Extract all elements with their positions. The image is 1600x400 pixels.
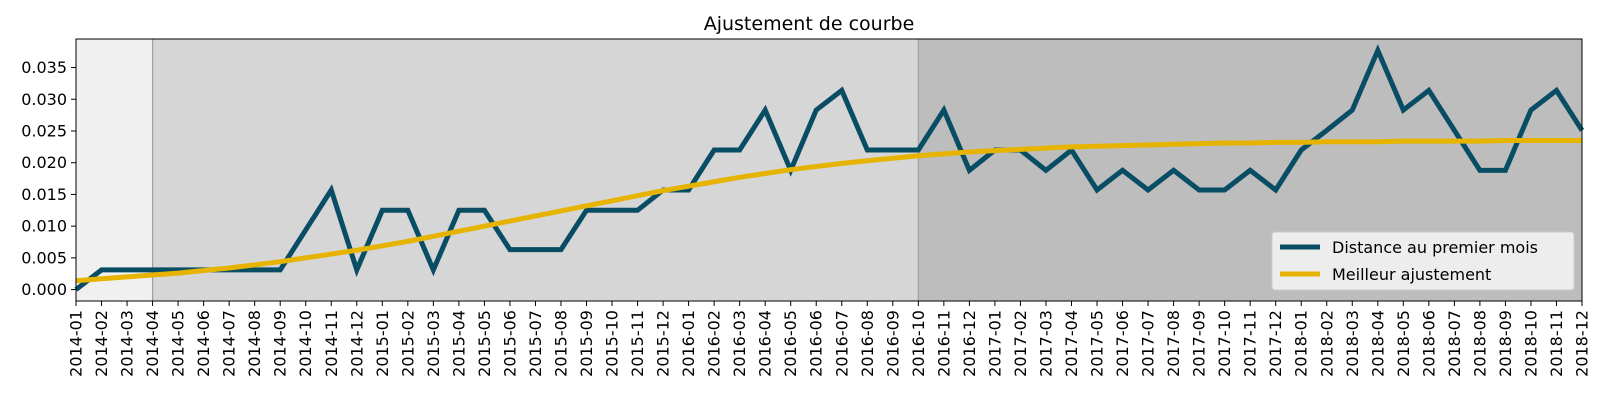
x-tick-label: 2018-01	[1292, 310, 1311, 377]
x-tick-label: 2014-12	[347, 310, 366, 377]
x-tick-label: 2014-09	[271, 310, 290, 377]
x-tick-label: 2018-10	[1521, 310, 1540, 377]
y-tick-label: 0.010	[21, 217, 67, 236]
legend-label-2: Meilleur ajustement	[1332, 265, 1491, 284]
x-tick-label: 2016-02	[705, 310, 724, 377]
y-tick-label: 0.000	[21, 280, 67, 299]
x-tick-label: 2015-02	[398, 310, 417, 377]
x-tick-label: 2014-10	[296, 310, 315, 377]
x-tick-label: 2016-06	[807, 310, 826, 377]
x-tick-label: 2015-07	[526, 310, 545, 377]
y-tick-label: 0.015	[21, 185, 67, 204]
x-tick-label: 2015-03	[424, 310, 443, 377]
x-tick-label: 2017-04	[1062, 310, 1081, 377]
x-tick-label: 2016-12	[960, 310, 979, 377]
x-tick-label: 2018-05	[1394, 310, 1413, 377]
shaded-region-1	[76, 39, 153, 301]
x-tick-label: 2015-05	[475, 310, 494, 377]
x-tick-label: 2015-04	[449, 310, 468, 377]
x-tick-label: 2016-01	[679, 310, 698, 377]
chart-title: Ajustement de courbe	[704, 13, 915, 35]
x-tick-label: 2017-09	[1190, 310, 1209, 377]
x-tick-label: 2014-01	[67, 310, 86, 377]
x-tick-label: 2016-05	[781, 310, 800, 377]
x-tick-label: 2016-10	[909, 310, 928, 377]
x-tick-label: 2015-08	[551, 310, 570, 377]
x-tick-label: 2014-07	[220, 310, 239, 377]
y-tick-label: 0.005	[21, 248, 67, 267]
x-tick-label: 2018-03	[1343, 310, 1362, 377]
x-tick-label: 2017-08	[1164, 310, 1183, 377]
legend-label-1: Distance au premier mois	[1332, 238, 1538, 257]
x-tick-label: 2016-09	[883, 310, 902, 377]
y-tick-label: 0.035	[21, 58, 67, 77]
x-tick-label: 2014-03	[118, 310, 137, 377]
y-axis: 0.000 0.005 0.010 0.015 0.020 0.025 0.030 0.035	[21, 58, 76, 299]
x-tick-label: 2018-02	[1317, 310, 1336, 377]
x-tick-label: 2016-03	[730, 310, 749, 377]
x-tick-label: 2014-02	[92, 310, 111, 377]
x-tick-label: 2016-11	[934, 310, 953, 377]
x-tick-label: 2016-08	[858, 310, 877, 377]
x-tick-label: 2015-10	[603, 310, 622, 377]
x-tick-label: 2018-04	[1368, 310, 1387, 377]
plot-frame	[75, 38, 1583, 302]
y-tick-label: 0.025	[21, 121, 67, 140]
x-tick-label: 2017-12	[1266, 310, 1285, 377]
x-tick-label: 2018-08	[1470, 310, 1489, 377]
x-tick-label: 2016-04	[756, 310, 775, 377]
x-tick-label: 2018-11	[1547, 310, 1566, 377]
x-tick-label: 2018-09	[1496, 310, 1515, 377]
x-axis: 2014-01 2014-02 2014-03 2014-04 2014-05 2014-…	[67, 301, 1592, 377]
x-tick-label: 2015-01	[373, 310, 392, 377]
x-tick-label: 2014-11	[322, 310, 341, 377]
x-tick-label: 2014-05	[169, 310, 188, 377]
x-tick-label: 2015-09	[577, 310, 596, 377]
x-tick-label: 2015-11	[628, 310, 647, 377]
x-tick-label: 2014-04	[143, 310, 162, 377]
x-tick-label: 2018-12	[1573, 310, 1592, 377]
y-tick-label: 0.030	[21, 90, 67, 109]
x-tick-label: 2017-11	[1241, 310, 1260, 377]
x-tick-label: 2014-06	[194, 310, 213, 377]
x-tick-label: 2017-07	[1139, 310, 1158, 377]
x-tick-label: 2017-10	[1215, 310, 1234, 377]
legend: Distance au premier mois Meilleur ajustem…	[1271, 231, 1575, 291]
series-line-1	[74, 44, 1585, 292]
x-tick-label: 2015-12	[654, 310, 673, 377]
x-tick-label: 2017-03	[1036, 310, 1055, 377]
x-tick-label: 2017-01	[985, 310, 1004, 377]
x-tick-label: 2018-06	[1419, 310, 1438, 377]
series-line-2	[75, 138, 1582, 284]
x-tick-label: 2018-07	[1445, 310, 1464, 377]
x-tick-label: 2017-05	[1088, 310, 1107, 377]
series-layer	[74, 44, 1585, 292]
y-tick-label: 0.020	[21, 153, 67, 172]
x-tick-label: 2017-06	[1113, 310, 1132, 377]
legend-box	[1271, 231, 1575, 291]
x-tick-label: 2017-02	[1011, 310, 1030, 377]
x-tick-label: 2014-08	[245, 310, 264, 377]
x-tick-label: 2016-07	[832, 310, 851, 377]
x-tick-label: 2015-06	[500, 310, 519, 377]
